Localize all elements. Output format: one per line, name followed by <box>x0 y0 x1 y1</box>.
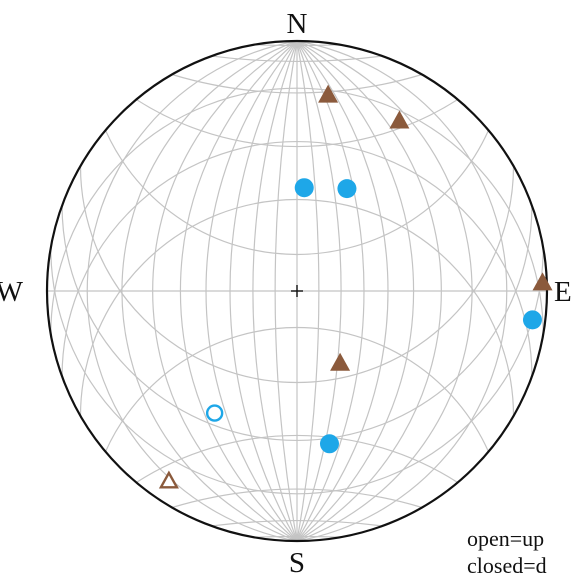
primitive-circle <box>45 39 549 543</box>
triangle-marker-closed-6 <box>330 352 351 371</box>
latitude-line <box>171 73 423 94</box>
triangle-marker-closed-0 <box>318 84 339 103</box>
latitude-line <box>104 326 490 452</box>
circle-marker-closed-3 <box>337 179 357 199</box>
circle-marker-closed-8 <box>319 434 339 454</box>
latitude-line <box>253 44 341 47</box>
latitude-line <box>61 140 533 377</box>
circle-marker-closed-5 <box>522 310 542 330</box>
east-label: E <box>554 276 572 308</box>
latitude-line <box>135 98 459 148</box>
latitude-line <box>211 519 383 527</box>
latitude-line <box>79 198 515 417</box>
triangle-marker-closed-1 <box>389 110 410 129</box>
circle-marker-closed-2 <box>294 178 314 198</box>
west-label: W <box>0 276 24 308</box>
triangle-marker-open-9 <box>158 470 179 489</box>
center-cross-icon <box>291 285 303 297</box>
latitude-line <box>135 434 459 484</box>
south-label: S <box>289 547 305 579</box>
latitude-line <box>50 87 544 335</box>
latitude-line <box>253 535 341 538</box>
north-label: N <box>287 8 308 40</box>
stereonet-grid <box>47 40 547 542</box>
latitude-line <box>79 165 515 384</box>
circle-marker-open-7 <box>205 404 224 422</box>
latitude-line <box>104 130 490 256</box>
latitude-line <box>171 488 423 509</box>
triangle-marker-closed-4 <box>532 272 553 291</box>
data-points <box>158 84 553 489</box>
latitude-line <box>61 205 533 442</box>
latitude-line <box>211 55 383 63</box>
legend-open-text: open=up <box>467 526 544 551</box>
legend-closed-text: closed=d <box>467 553 547 578</box>
latitude-line <box>50 247 544 495</box>
